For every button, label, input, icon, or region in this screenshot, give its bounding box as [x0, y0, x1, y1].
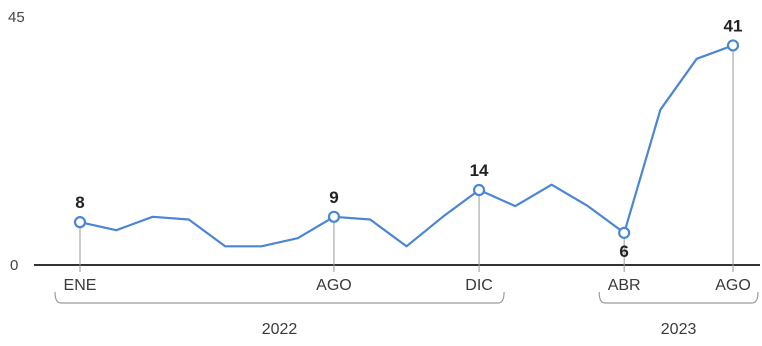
data-point-marker: [472, 183, 486, 197]
value-label: 9: [329, 188, 338, 207]
leader-lines: [79, 45, 734, 272]
x-tick-label: AGO: [715, 277, 751, 294]
value-labels: 8 9 14 6 41: [75, 16, 742, 260]
data-point-marker: [618, 226, 631, 239]
series-line: [78, 44, 735, 248]
data-point-marker: [327, 210, 341, 223]
data-point-marker: [726, 39, 740, 52]
value-label: 8: [75, 193, 84, 212]
year-bracket: [598, 291, 759, 304]
year-label: 2023: [661, 321, 697, 338]
year-label: 2022: [262, 321, 298, 338]
year-brackets: 2022 2023: [54, 291, 759, 338]
y-axis-max-label: 45: [8, 9, 25, 26]
x-tick-labels: ENE AGO DIC ABR AGO: [64, 277, 751, 294]
highlight-markers: [73, 39, 740, 239]
x-tick-label: DIC: [465, 277, 493, 294]
x-tick-label: ABR: [608, 277, 641, 294]
y-axis-min-label: 0: [10, 257, 18, 274]
data-point-marker: [73, 216, 87, 229]
year-bracket: [54, 291, 505, 304]
value-label: 6: [619, 242, 628, 261]
value-label: 41: [724, 16, 743, 35]
value-label: 14: [470, 161, 489, 180]
x-tick-label: ENE: [64, 277, 97, 294]
x-tick-label: AGO: [316, 277, 352, 294]
